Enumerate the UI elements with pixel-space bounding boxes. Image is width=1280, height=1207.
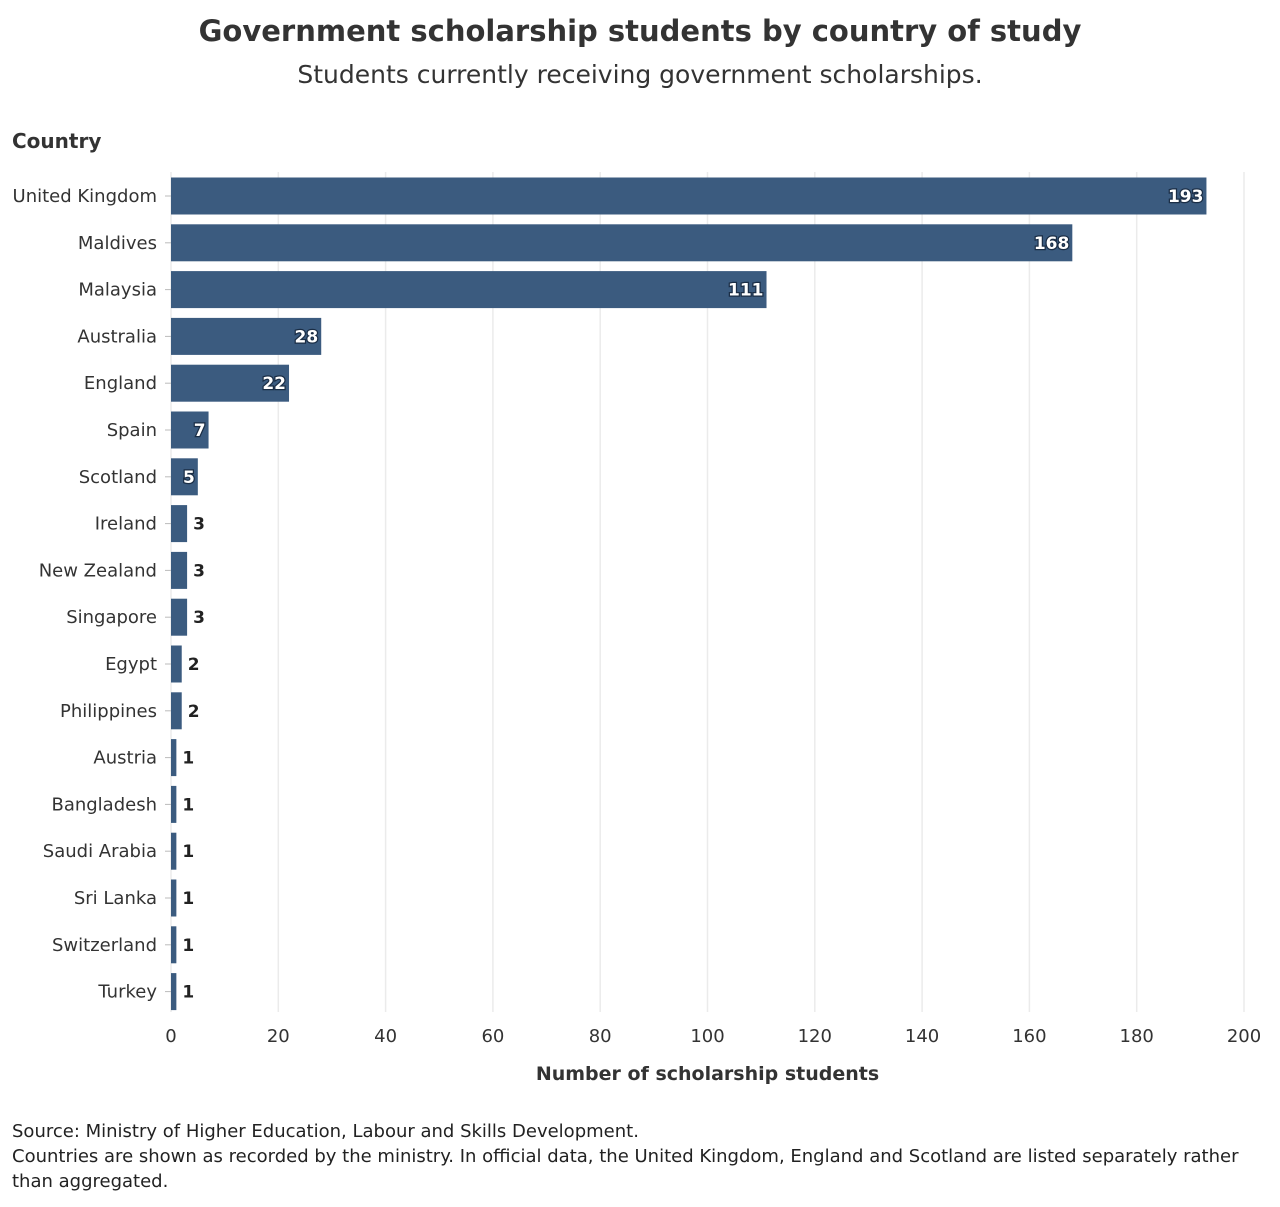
y-tick-label: United Kingdom [13,186,157,207]
x-axis-label: Number of scholarship students [536,1063,879,1085]
chart-subtitle: Students currently receiving government … [297,60,983,89]
bar-value-label: 7 [194,421,206,441]
y-tick-label: Turkey [97,982,157,1003]
y-tick-label: Switzerland [52,935,157,956]
bar-value-label: 1 [182,936,194,956]
bar [171,271,767,309]
y-tick-label: Malaysia [78,280,157,301]
bar-value-label: 3 [193,608,205,628]
bar [171,364,290,402]
y-tick-label: Sri Lanka [74,888,157,909]
y-tick-label: Maldives [78,233,157,254]
bar-value-label: 28 [295,327,319,347]
y-tick-label: England [84,373,157,394]
source-line: Source: Ministry of Higher Education, La… [12,1121,639,1142]
bar [171,317,322,355]
x-tick-label: 60 [481,1026,504,1047]
bar [171,505,188,543]
y-tick-label: Austria [93,748,157,769]
bar [171,926,177,964]
bar-value-label: 168 [1034,234,1070,254]
bar [171,692,182,730]
bar-value-label: 1 [182,842,194,862]
bar-value-label: 1 [182,983,194,1003]
y-tick-label: Egypt [105,654,157,675]
bar-value-label: 1 [182,795,194,815]
y-axis-label: Country [12,129,102,153]
bar [171,832,177,870]
x-tick-label: 140 [905,1026,939,1047]
bar-value-label: 1 [182,749,194,769]
x-tick-label: 120 [798,1026,832,1047]
y-tick-label: Scotland [79,467,157,488]
bar-value-label: 2 [188,655,200,675]
bar-value-label: 5 [183,468,195,488]
y-tick-label: Australia [77,326,157,347]
bar-value-label: 2 [188,702,200,722]
y-tick-label: Bangladesh [51,794,157,815]
x-tick-label: 180 [1120,1026,1154,1047]
bar-value-label: 1 [182,889,194,909]
y-tick-label: Spain [107,420,157,441]
x-tick-label: 80 [589,1026,612,1047]
bar [171,739,177,777]
y-tick-label: Singapore [66,607,157,628]
y-tick-label: Ireland [95,514,157,535]
source-caveat: Countries are shown as recorded by the m… [12,1146,1239,1192]
bar-value-label: 193 [1168,187,1204,207]
bar [171,551,188,589]
bar [171,598,188,636]
y-tick-label: Philippines [60,701,157,722]
bar [171,177,1207,215]
bar [171,879,177,917]
bar-value-label: 22 [262,374,286,394]
bar [171,458,198,496]
y-tick-label: Saudi Arabia [43,841,157,862]
x-tick-label: 0 [165,1026,176,1047]
y-tick-label: New Zealand [39,560,157,581]
bar [171,411,209,449]
source-note: Source: Ministry of Higher Education, La… [12,1119,1262,1194]
bar [171,785,177,823]
bar [171,973,177,1011]
bar-chart: 0 20 40 60 80 100 120 140 160 180 200 United Kingdo… [13,172,1261,1085]
x-tick-label: 200 [1227,1026,1261,1047]
bar [171,645,182,683]
bar-value-label: 3 [193,515,205,535]
x-tick-label: 20 [267,1026,290,1047]
bar-value-label: 3 [193,561,205,581]
bar-value-label: 111 [728,281,764,301]
chart-title: Government scholarship students by count… [198,14,1082,48]
x-tick-label: 100 [690,1026,724,1047]
x-tick-label: 160 [1012,1026,1046,1047]
x-tick-label: 40 [374,1026,397,1047]
bar [171,224,1073,262]
